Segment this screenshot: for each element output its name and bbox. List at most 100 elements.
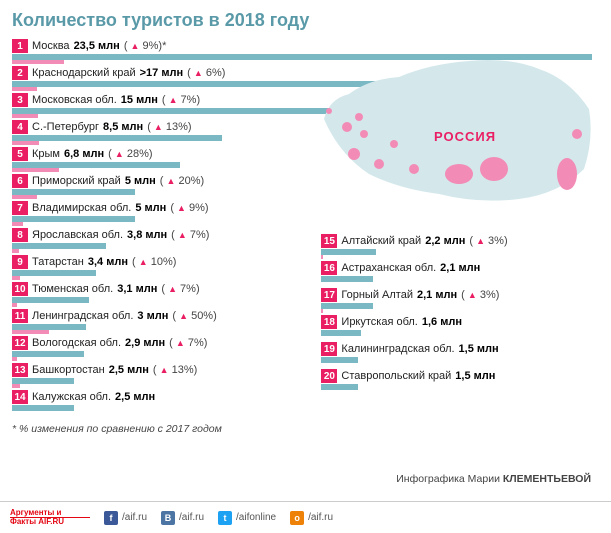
bar-group (12, 270, 309, 279)
rank-badge: 11 (12, 309, 28, 323)
social-link[interactable]: o /aif.ru (290, 511, 333, 525)
bar-change (12, 168, 59, 172)
social-handle: /aif.ru (308, 512, 333, 523)
region-name: Ставропольский край (341, 370, 451, 382)
region-name: Тюменская обл. (32, 283, 113, 295)
region-name: Калужская обл. (32, 391, 111, 403)
rank-badge: 1 (12, 39, 28, 53)
change-pct: ( ▲ 50%) (172, 310, 216, 322)
region-row: 16 Астраханская обл. 2,1 млн (321, 261, 599, 285)
bar-group (12, 351, 309, 360)
bar-group (321, 249, 599, 258)
rank-badge: 12 (12, 336, 28, 350)
bar-current (321, 303, 373, 309)
bar-group (321, 303, 599, 312)
region-row: 2 Краснодарский край >17 млн ( ▲ 6%) (12, 66, 309, 90)
bar-change (12, 195, 37, 199)
region-name: Москва (32, 40, 70, 52)
bar-change (12, 60, 64, 64)
bar-current (12, 351, 84, 357)
tourist-value: 2,5 млн (109, 364, 149, 376)
region-row: 3 Московская обл. 15 млн ( ▲ 7%) (12, 93, 309, 117)
bar-change (12, 222, 23, 226)
bar-group (12, 135, 309, 144)
bar-change (12, 276, 20, 280)
region-row: 8 Ярославская обл. 3,8 млн ( ▲ 7%) (12, 228, 309, 252)
social-icon: t (218, 511, 232, 525)
bar-current (12, 270, 96, 276)
bar-change (12, 303, 17, 307)
region-row: 19 Калининградская обл. 1,5 млн (321, 342, 599, 366)
rank-badge: 2 (12, 66, 28, 80)
social-link[interactable]: B /aif.ru (161, 511, 204, 525)
bar-group (12, 243, 309, 252)
tourist-value: 1,5 млн (455, 370, 495, 382)
change-pct: ( ▲ 9%) (170, 202, 208, 214)
bar-group (321, 330, 599, 339)
change-pct: ( ▲ 10%) (132, 256, 176, 268)
left-column: 1 Москва 23,5 млн ( ▲ 9%)* 2 Краснодарск… (12, 39, 309, 417)
region-name: Крым (32, 148, 60, 160)
bar-group (321, 357, 599, 366)
region-name: Татарстан (32, 256, 84, 268)
region-row: 12 Вологодская обл. 2,9 млн ( ▲ 7%) (12, 336, 309, 360)
region-name: Вологодская обл. (32, 337, 121, 349)
bar-group (12, 324, 309, 333)
rank-badge: 7 (12, 201, 28, 215)
region-name: Горный Алтай (341, 289, 413, 301)
bar-change (12, 330, 49, 334)
bar-change (12, 141, 39, 145)
bar-change (12, 249, 19, 253)
bar-group (321, 276, 599, 285)
right-column: РОССИЯ 15 Алтайский край 2,2 млн ( ▲ 3%)… (321, 39, 599, 417)
region-row: 20 Ставропольский край 1,5 млн (321, 369, 599, 393)
social-icon: B (161, 511, 175, 525)
change-pct: ( ▲ 20%) (160, 175, 204, 187)
region-row: 6 Приморский край 5 млн ( ▲ 20%) (12, 174, 309, 198)
bar-change (12, 384, 20, 388)
tourist-value: 3 млн (137, 310, 168, 322)
tourist-value: 3,8 млн (127, 229, 167, 241)
region-name: Приморский край (32, 175, 121, 187)
region-row: 1 Москва 23,5 млн ( ▲ 9%)* (12, 39, 309, 63)
bar-change (321, 255, 323, 259)
region-name: Калининградская обл. (341, 343, 454, 355)
rank-badge: 18 (321, 315, 337, 329)
bar-current (321, 357, 358, 363)
tourist-value: 2,1 млн (440, 262, 480, 274)
bar-current (321, 330, 360, 336)
change-pct: ( ▲ 3%) (469, 235, 507, 247)
region-row: 10 Тюменская обл. 3,1 млн ( ▲ 7%) (12, 282, 309, 306)
rank-badge: 8 (12, 228, 28, 242)
social-link[interactable]: f /aif.ru (104, 511, 147, 525)
bar-group (12, 162, 309, 171)
rank-badge: 17 (321, 288, 337, 302)
region-name: С.-Петербург (32, 121, 99, 133)
change-pct: ( ▲ 7%) (169, 337, 207, 349)
bar-group (321, 384, 599, 393)
rank-badge: 10 (12, 282, 28, 296)
tourist-value: >17 млн (140, 67, 184, 79)
bar-group (12, 108, 309, 117)
region-row: 7 Владимирская обл. 5 млн ( ▲ 9%) (12, 201, 309, 225)
region-row: 14 Калужская обл. 2,5 млн (12, 390, 309, 414)
change-pct: ( ▲ 7%) (161, 283, 199, 295)
region-row: 18 Иркутская обл. 1,6 млн (321, 315, 599, 339)
bar-current (12, 216, 135, 222)
social-link[interactable]: t /aifonline (218, 511, 276, 525)
social-handle: /aif.ru (179, 512, 204, 523)
bar-change (12, 357, 17, 361)
footer: Аргументы и Факты AIF.RU f /aif.ru B /ai… (0, 501, 611, 533)
social-icon: f (104, 511, 118, 525)
bar-current (12, 405, 74, 411)
tourist-value: 5 млн (135, 202, 166, 214)
rank-badge: 5 (12, 147, 28, 161)
rank-badge: 4 (12, 120, 28, 134)
bar-group (12, 297, 309, 306)
change-pct: ( ▲ 7%) (171, 229, 209, 241)
region-row: 9 Татарстан 3,4 млн ( ▲ 10%) (12, 255, 309, 279)
region-name: Иркутская обл. (341, 316, 417, 328)
tourist-value: 2,1 млн (417, 289, 457, 301)
region-row: 5 Крым 6,8 млн ( ▲ 28%) (12, 147, 309, 171)
tourist-value: 3,1 млн (117, 283, 157, 295)
